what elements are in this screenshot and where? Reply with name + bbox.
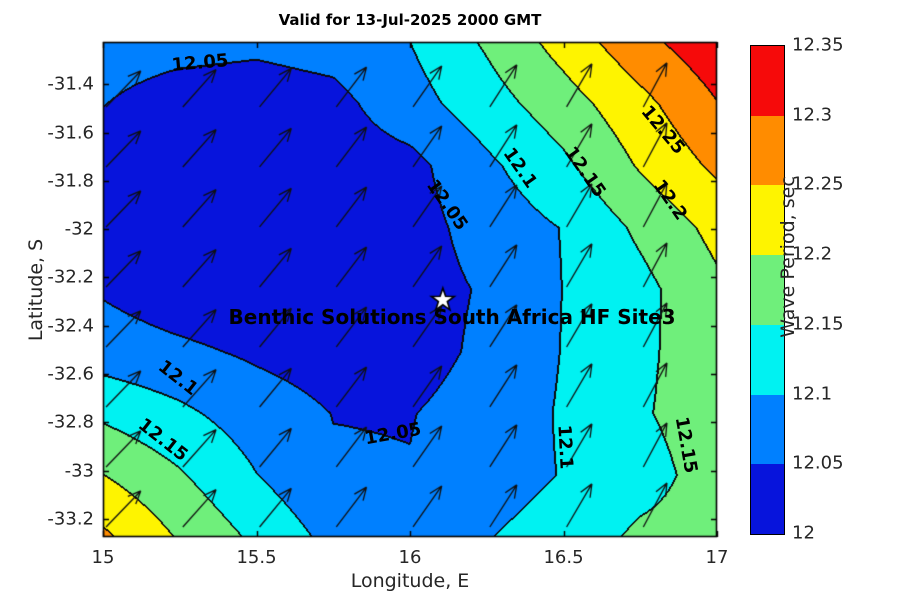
y-tick-label: -32.8: [47, 411, 94, 433]
y-tick-label: -31.8: [47, 170, 94, 192]
colorbar-tick-label: 12.05: [792, 452, 844, 474]
contour-label: 12.1: [553, 424, 577, 470]
colorbar-band: [751, 255, 784, 325]
colorbar-tick-label: 12.35: [792, 34, 844, 56]
y-tick-label: -32.2: [47, 266, 94, 288]
colorbar-band: [751, 464, 784, 535]
x-tick-label: 16.5: [543, 547, 584, 568]
plot-title: Valid for 13-Jul-2025 2000 GMT: [278, 11, 542, 29]
y-tick-label: -32: [64, 218, 94, 240]
y-tick-label: -33.2: [47, 508, 94, 530]
colorbar-tick-label: 12.3: [792, 104, 833, 126]
y-tick-label: -33: [64, 460, 94, 482]
colorbar-band: [751, 394, 784, 465]
colorbar-tick-label: 12.1: [792, 383, 833, 405]
y-tick-label: -31.4: [47, 73, 94, 95]
colorbar-tick-label: 12.2: [792, 243, 833, 265]
colorbar-band: [751, 46, 784, 116]
x-tick-label: 17: [705, 547, 729, 568]
colorbar: [750, 45, 785, 535]
colorbar-label: Wave Period, sec: [777, 176, 799, 338]
x-tick-label: 15: [91, 547, 115, 568]
colorbar-band: [751, 185, 784, 256]
x-tick-label: 15.5: [236, 547, 277, 568]
x-axis-label: Longitude, E: [350, 570, 470, 592]
colorbar-tick-label: 12: [792, 522, 815, 544]
y-tick-label: -32.4: [47, 315, 94, 337]
colorbar-band: [751, 324, 784, 395]
y-tick-label: -32.6: [47, 363, 94, 385]
colorbar-tick-label: 12.15: [792, 313, 844, 335]
site-annotation-text: Benthic Solutions South Africa HF Site3: [228, 305, 676, 330]
colorbar-band: [751, 115, 784, 186]
y-axis-label: Latitude, S: [25, 238, 47, 342]
x-tick-label: 16: [398, 547, 422, 568]
y-tick-label: -31.6: [47, 122, 94, 144]
colorbar-tick-label: 12.25: [792, 173, 844, 195]
